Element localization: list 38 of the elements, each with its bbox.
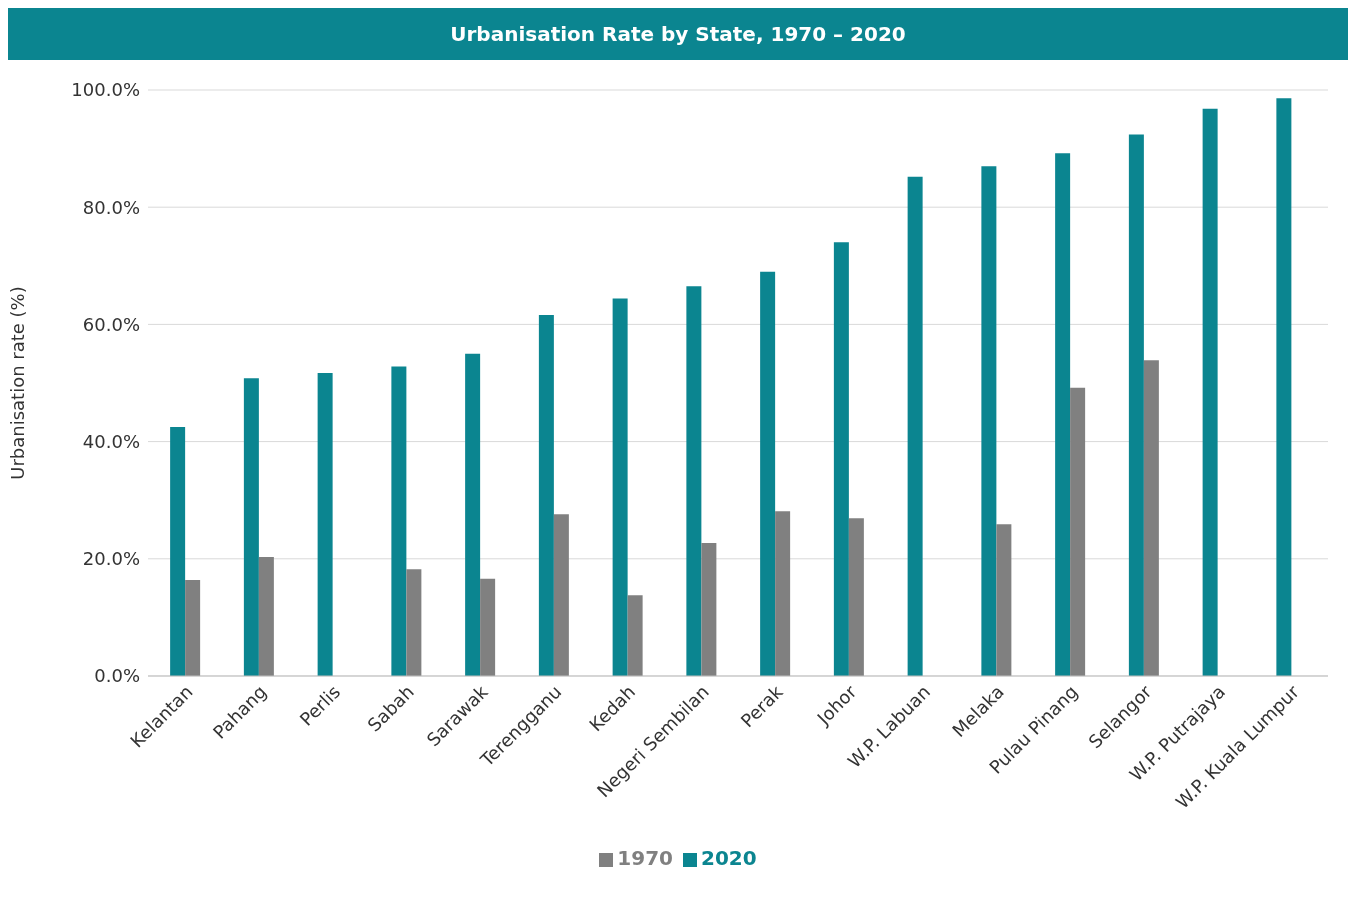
bar — [553, 514, 569, 676]
bar — [317, 373, 333, 676]
y-tick-label: 20.0% — [82, 548, 140, 570]
bar — [185, 579, 201, 676]
bar — [981, 166, 997, 676]
bar — [627, 595, 643, 676]
bar — [1128, 134, 1144, 676]
bar — [996, 524, 1012, 676]
bar — [1202, 108, 1218, 676]
bar — [1143, 360, 1159, 676]
legend-label: 1970 — [617, 846, 673, 870]
bar — [465, 353, 481, 676]
y-tick-label: 0.0% — [94, 665, 140, 687]
bar — [612, 298, 628, 676]
y-tick-label: 60.0% — [82, 313, 140, 335]
bar — [907, 176, 923, 676]
bar — [170, 426, 186, 676]
bar — [1276, 98, 1292, 676]
y-tick-label: 80.0% — [82, 196, 140, 218]
bar — [480, 578, 496, 676]
bar — [258, 557, 274, 676]
legend-label: 2020 — [701, 846, 757, 870]
y-tick-label: 100.0% — [71, 79, 140, 101]
bar — [701, 542, 717, 676]
bar — [833, 242, 849, 676]
bar — [391, 366, 407, 676]
bar — [760, 271, 776, 676]
bar — [243, 378, 259, 676]
y-axis-title: Urbanisation rate (%) — [7, 286, 29, 480]
bar — [686, 286, 702, 676]
bar — [406, 569, 422, 676]
bar — [1070, 387, 1086, 676]
bar — [538, 315, 554, 676]
chart-title: Urbanisation Rate by State, 1970 – 2020 — [8, 8, 1348, 60]
bar — [848, 518, 864, 676]
y-tick-label: 40.0% — [82, 430, 140, 452]
bar — [775, 511, 791, 676]
bar — [1055, 153, 1071, 676]
